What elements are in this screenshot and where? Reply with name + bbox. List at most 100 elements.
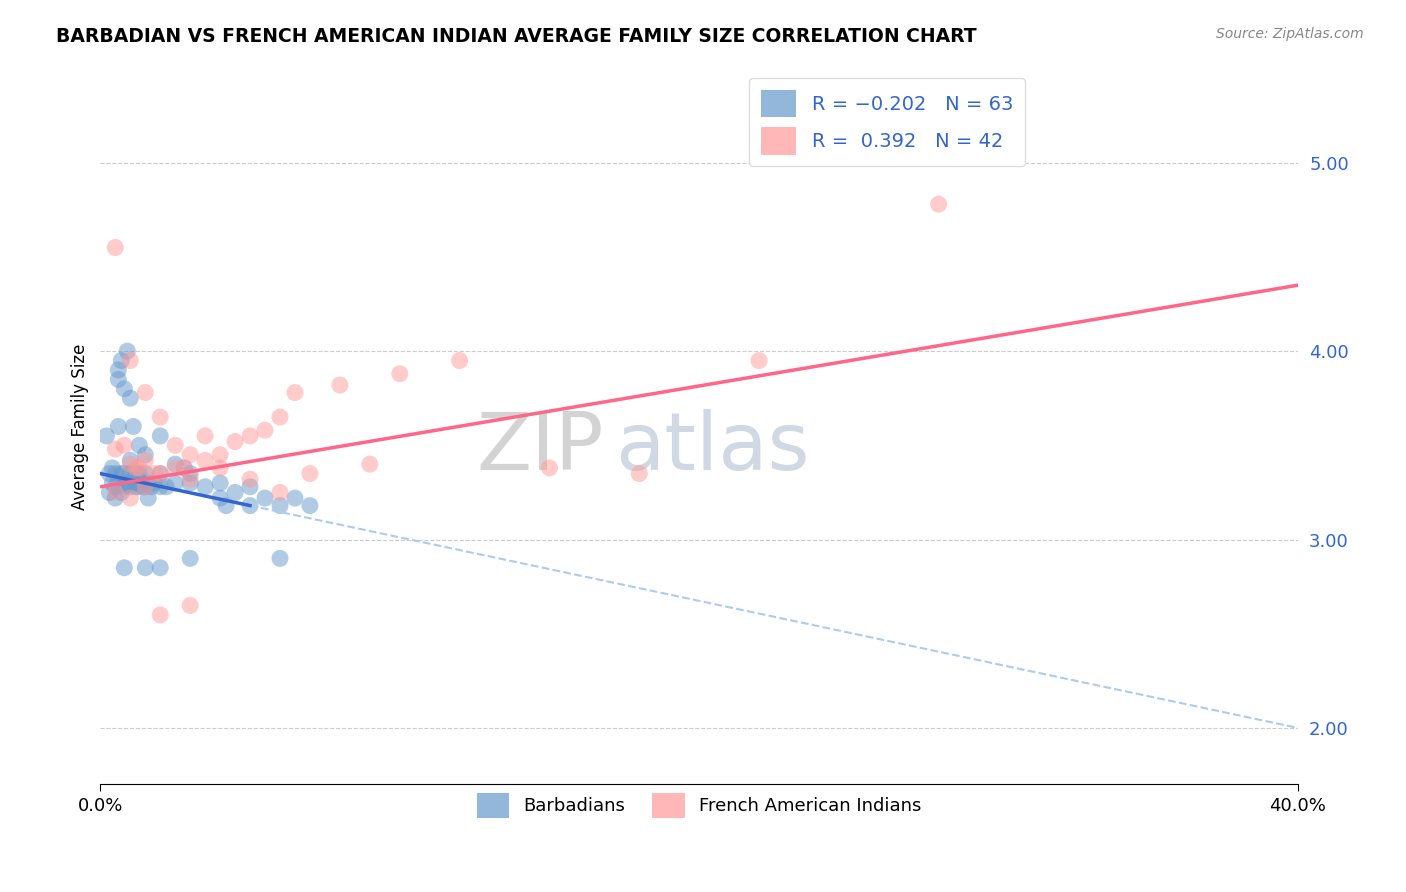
Legend: Barbadians, French American Indians: Barbadians, French American Indians: [470, 786, 929, 825]
Point: [104, 485, 127, 500]
Point: [131, 475, 153, 490]
Point: [112, 561, 135, 575]
Point: [628, 467, 651, 481]
Point: [125, 467, 148, 481]
Point: [117, 344, 139, 359]
Point: [209, 491, 232, 505]
Point: [128, 438, 150, 452]
Point: [224, 485, 246, 500]
Text: ZIP: ZIP: [477, 409, 603, 487]
Point: [298, 467, 321, 481]
Point: [120, 467, 142, 481]
Point: [165, 475, 187, 490]
Point: [110, 485, 132, 500]
Point: [269, 485, 291, 500]
Point: [284, 385, 307, 400]
Point: [269, 551, 291, 566]
Point: [96, 429, 118, 443]
Point: [165, 438, 187, 452]
Point: [209, 461, 232, 475]
Point: [928, 197, 950, 211]
Point: [98, 485, 121, 500]
Point: [449, 353, 471, 368]
Y-axis label: Average Family Size: Average Family Size: [72, 343, 89, 509]
Point: [179, 551, 201, 566]
Point: [239, 472, 262, 486]
Point: [329, 378, 352, 392]
Point: [179, 467, 201, 481]
Point: [149, 467, 172, 481]
Point: [165, 461, 187, 475]
Point: [155, 480, 177, 494]
Point: [269, 499, 291, 513]
Point: [120, 391, 142, 405]
Point: [112, 467, 135, 481]
Point: [136, 475, 159, 490]
Point: [143, 467, 166, 481]
Point: [128, 467, 150, 481]
Point: [173, 461, 195, 475]
Point: [136, 491, 159, 505]
Point: [107, 363, 129, 377]
Point: [239, 480, 262, 494]
Point: [120, 453, 142, 467]
Point: [134, 385, 156, 400]
Point: [149, 480, 172, 494]
Point: [359, 457, 381, 471]
Point: [388, 367, 411, 381]
Point: [125, 461, 148, 475]
Point: [173, 461, 195, 475]
Point: [134, 467, 156, 481]
Point: [149, 410, 172, 425]
Point: [143, 475, 166, 490]
Point: [284, 491, 307, 505]
Text: atlas: atlas: [616, 409, 810, 487]
Point: [538, 461, 561, 475]
Point: [122, 419, 145, 434]
Point: [110, 353, 132, 368]
Point: [149, 429, 172, 443]
Point: [179, 472, 201, 486]
Point: [194, 429, 217, 443]
Point: [110, 467, 132, 481]
Point: [149, 467, 172, 481]
Point: [224, 434, 246, 449]
Point: [149, 561, 172, 575]
Text: Source: ZipAtlas.com: Source: ZipAtlas.com: [1216, 27, 1364, 41]
Point: [179, 599, 201, 613]
Point: [104, 442, 127, 456]
Point: [128, 461, 150, 475]
Point: [128, 480, 150, 494]
Point: [101, 461, 124, 475]
Point: [101, 475, 124, 490]
Point: [98, 467, 121, 481]
Point: [179, 448, 201, 462]
Point: [122, 475, 145, 490]
Point: [120, 480, 142, 494]
Point: [134, 480, 156, 494]
Point: [104, 491, 127, 505]
Point: [209, 475, 232, 490]
Point: [107, 372, 129, 386]
Point: [104, 467, 127, 481]
Point: [107, 419, 129, 434]
Point: [141, 480, 163, 494]
Point: [215, 499, 238, 513]
Point: [194, 453, 217, 467]
Point: [125, 480, 148, 494]
Point: [104, 480, 127, 494]
Point: [194, 480, 217, 494]
Point: [748, 353, 770, 368]
Point: [120, 353, 142, 368]
Point: [112, 382, 135, 396]
Point: [253, 491, 276, 505]
Text: BARBADIAN VS FRENCH AMERICAN INDIAN AVERAGE FAMILY SIZE CORRELATION CHART: BARBADIAN VS FRENCH AMERICAN INDIAN AVER…: [56, 27, 977, 45]
Point: [239, 499, 262, 513]
Point: [120, 457, 142, 471]
Point: [112, 480, 135, 494]
Point: [239, 429, 262, 443]
Point: [165, 457, 187, 471]
Point: [134, 453, 156, 467]
Point: [117, 475, 139, 490]
Point: [179, 475, 201, 490]
